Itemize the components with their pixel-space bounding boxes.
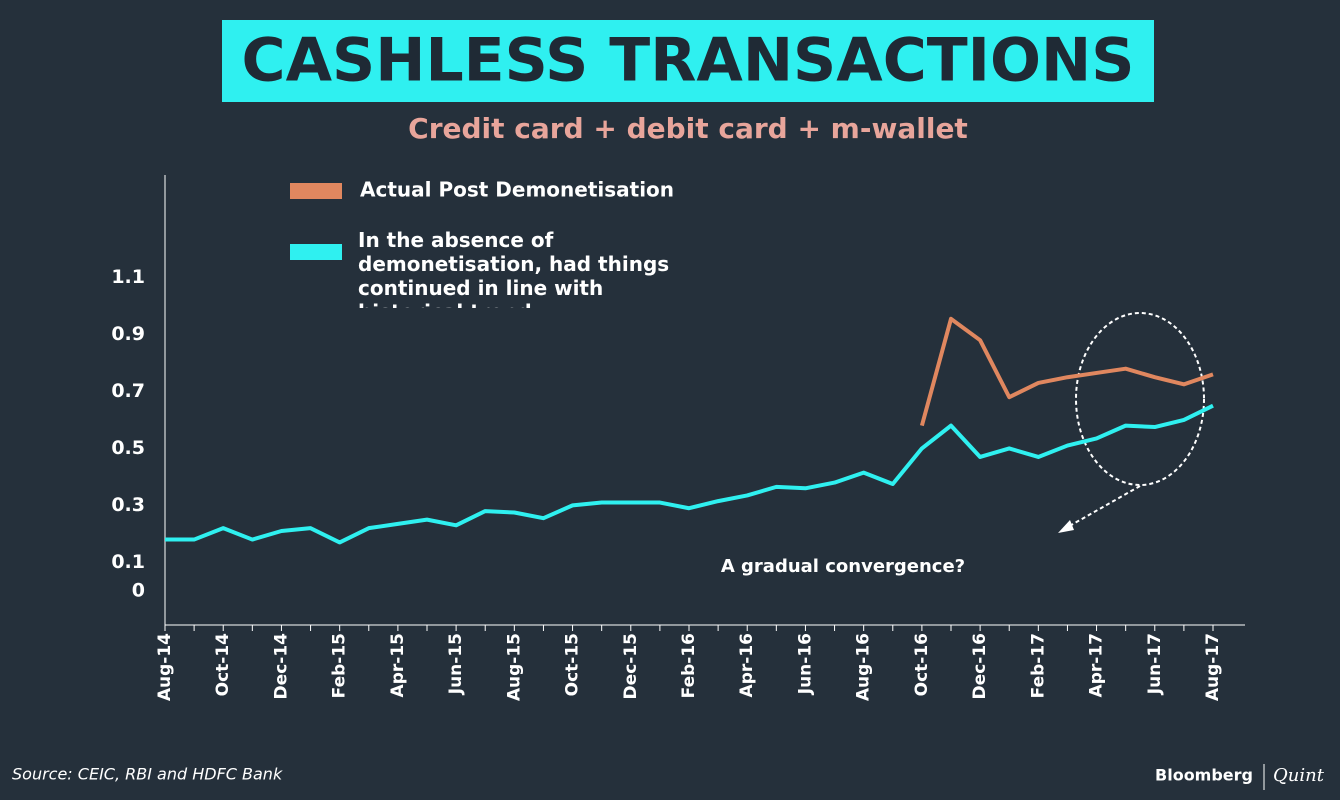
legend-swatch <box>290 183 342 199</box>
y-tick-label: 1.1 <box>111 266 145 288</box>
x-tick-label: Aug-16 <box>854 633 874 701</box>
chart-subtitle: Credit card + debit card + m-wallet <box>408 112 968 145</box>
x-tick-label: Oct-16 <box>912 633 932 696</box>
x-tick-label: Oct-14 <box>213 633 233 697</box>
y-tick-label: 0.5 <box>111 437 145 459</box>
brand: Quint <box>1273 765 1325 786</box>
x-tick-label: Apr-17 <box>1087 633 1107 697</box>
legend-label: In the absence of demonetisation, had th… <box>358 228 670 308</box>
x-tick-label: Jun-16 <box>795 633 815 695</box>
annotation-arrow <box>1065 485 1141 529</box>
x-tick-label: Feb-16 <box>679 633 699 698</box>
x-tick-label: Aug-15 <box>504 633 524 701</box>
arrow-head <box>1058 520 1074 533</box>
x-tick-label: Apr-16 <box>737 633 757 697</box>
x-tick-label: Jun-15 <box>446 633 466 695</box>
title-box <box>222 20 1154 102</box>
chart-title: CASHLESS TRANSACTIONS <box>242 26 1135 96</box>
x-tick-label: Jun-17 <box>1145 633 1165 695</box>
annotation: A gradual convergence? <box>721 556 965 577</box>
x-tick-label: Aug-17 <box>1203 633 1223 701</box>
x-tick-label: Dec-16 <box>970 633 990 699</box>
highlight-ellipse <box>1075 312 1205 486</box>
source: Source: CEIC, RBI and HDFC Bank <box>12 765 283 784</box>
x-tick-label: Dec-14 <box>271 633 291 700</box>
x-tick-label: Apr-15 <box>388 633 408 697</box>
x-tick-label: Feb-15 <box>330 633 350 698</box>
legend-label-box: In the absence of demonetisation, had th… <box>358 228 670 308</box>
brand: Bloomberg <box>1155 766 1253 785</box>
x-tick-label: Aug-14 <box>155 633 175 701</box>
legend-swatch <box>290 244 342 260</box>
legend-label: Actual Post Demonetisation <box>360 178 674 202</box>
y-tick-label: 0.1 <box>111 551 145 573</box>
series-line <box>919 316 1214 427</box>
x-tick-label: Oct-15 <box>563 633 583 696</box>
y-tick-label: 0.3 <box>111 494 145 516</box>
y-tick-label: 0.9 <box>111 323 145 345</box>
series-line <box>165 403 1214 545</box>
x-tick-label: Feb-17 <box>1028 633 1048 698</box>
y-tick-label: 0 <box>132 579 145 601</box>
x-tick-label: Dec-15 <box>621 633 641 699</box>
y-tick-label: 0.7 <box>111 380 145 402</box>
